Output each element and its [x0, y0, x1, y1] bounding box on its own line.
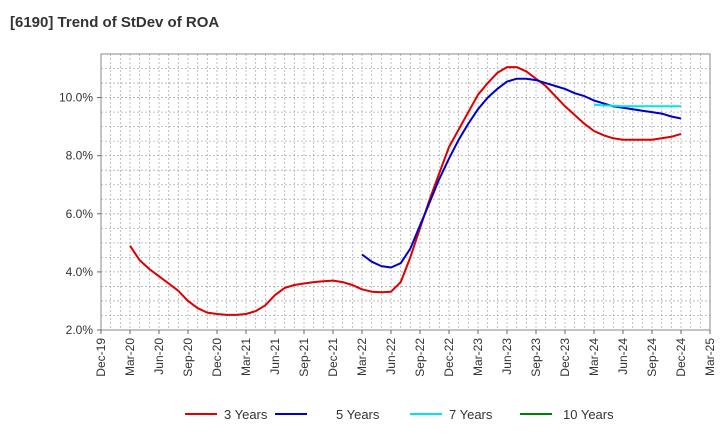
x-tick-label: Mar-25 [703, 338, 717, 376]
x-tick-label: Jun-24 [616, 338, 630, 375]
series-line-7-years [593, 103, 681, 108]
legend-label: 10 Years [563, 407, 614, 422]
y-tick-label: 2.0% [66, 323, 94, 337]
x-tick-label: Mar-21 [239, 338, 253, 376]
x-tick-label: Jun-20 [152, 338, 166, 375]
series-lines [129, 66, 682, 316]
x-tick-label: Sep-20 [181, 338, 195, 377]
legend-item-5-years: 5 Years [275, 407, 380, 422]
series-line-3-years [129, 66, 682, 316]
x-tick-label: Dec-24 [674, 338, 688, 377]
x-tick-label: Dec-19 [94, 338, 108, 377]
x-tick-label: Sep-22 [413, 338, 427, 377]
legend-item-7-years: 7 Years [410, 407, 493, 422]
grid-lines [101, 53, 710, 330]
series-line-5-years [361, 77, 682, 269]
x-tick-label: Mar-24 [587, 338, 601, 376]
legend: 3 Years 5 Years 7 Years 10 Years [185, 407, 614, 422]
x-tick-label: Mar-20 [123, 338, 137, 376]
x-tick-label: Sep-24 [645, 338, 659, 377]
x-tick-label: Dec-20 [210, 338, 224, 377]
y-tick-label: 4.0% [66, 265, 94, 279]
x-tick-label: Jun-21 [268, 338, 282, 375]
x-tick-label: Jun-23 [500, 338, 514, 375]
chart-title: [6190] Trend of StDev of ROA [10, 14, 220, 31]
x-tick-label: Dec-23 [558, 338, 572, 377]
x-axis-ticks: Dec-19 Mar-20 Jun-20 Sep-20 Dec-20 Mar-21 Jun-… [94, 330, 717, 377]
x-tick-label: Mar-23 [471, 338, 485, 376]
x-tick-label: Dec-21 [326, 338, 340, 377]
y-axis-ticks: 2.0% 4.0% 6.0% 8.0% 10.0% [59, 91, 101, 337]
y-tick-label: 6.0% [66, 207, 94, 221]
legend-label: 3 Years [224, 407, 268, 422]
plot-area [101, 54, 710, 330]
y-tick-label: 8.0% [66, 149, 94, 163]
legend-label: 7 Years [449, 407, 493, 422]
legend-label: 5 Years [336, 407, 380, 422]
x-tick-label: Sep-21 [297, 338, 311, 377]
plot-border [100, 53, 711, 331]
legend-item-10-years: 10 Years [520, 407, 614, 422]
x-tick-label: Sep-23 [529, 338, 543, 377]
x-tick-label: Dec-22 [442, 338, 456, 377]
x-tick-label: Mar-22 [355, 338, 369, 376]
legend-item-3-years: 3 Years [185, 407, 268, 422]
y-tick-label: 10.0% [59, 91, 93, 105]
x-tick-label: Jun-22 [384, 338, 398, 375]
